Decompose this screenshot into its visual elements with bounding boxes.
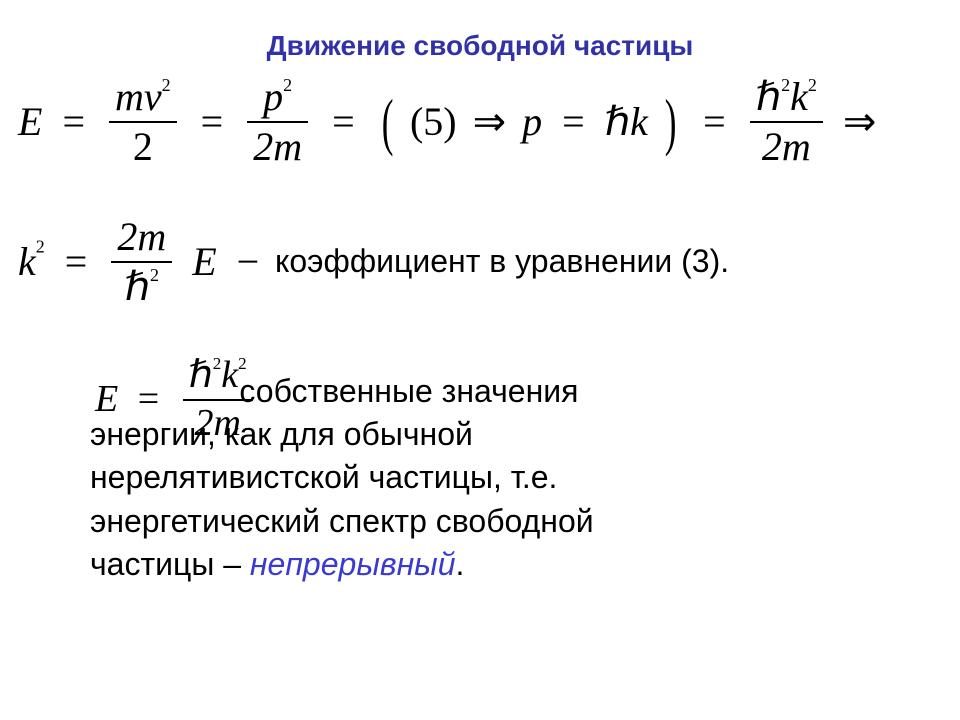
sup-2: 2 (283, 75, 292, 95)
arrow-implies: ⇒ (467, 100, 513, 144)
op-eq: = (52, 100, 95, 144)
op-eq: = (55, 240, 98, 284)
sym-hbar: ℏ (125, 264, 150, 309)
para-line1: собственные значения (239, 373, 578, 409)
sym-hbar: ℏ (756, 74, 781, 119)
frac-p2-2m: p2 2m (247, 75, 308, 169)
op-minus: − (227, 240, 270, 284)
den-2m: 2m (750, 123, 823, 169)
slide: Движение свободной частицы E = mv2 2 = p… (0, 0, 960, 720)
sym-hbar: ℏ (605, 100, 630, 144)
para-line5a: частицы – (90, 546, 250, 582)
num-2m: 2m (111, 215, 172, 263)
para-line2: энергии, как для обычной (90, 416, 473, 452)
para-line5c: . (456, 546, 465, 582)
frac-2m-hbar2: 2m ℏ2 (111, 215, 172, 309)
op-eq: = (322, 100, 365, 144)
sup-2: 2 (781, 75, 790, 95)
sup-2: 2 (162, 75, 171, 95)
para-highlight: непрерывный (250, 546, 456, 582)
sym-k: k (18, 240, 36, 284)
para-line3: нерелятивистской частицы, т.е. (90, 459, 557, 495)
slide-title: Движение свободной частицы (0, 30, 960, 62)
sup-2: 2 (808, 75, 817, 95)
lparen-big: ( (380, 95, 394, 149)
sym-k: k (630, 100, 648, 144)
sym-p: p (522, 100, 542, 144)
ref-5: (5) (410, 100, 457, 144)
den-2: 2 (109, 123, 177, 169)
op-eq: = (191, 100, 234, 144)
sup-2: 2 (36, 236, 45, 256)
equation-energy-chain: E = mv2 2 = p2 2m = ( (5) ⇒ p = ℏk ) = ℏ… (18, 75, 882, 169)
sym-v: v (144, 74, 162, 119)
sym-E: E (186, 240, 216, 284)
sym-k: k (790, 74, 808, 119)
para-line4: энергетический спектр свободной (90, 503, 594, 539)
paragraph-block: XXXXXXXсобственные значения энергии, как… (90, 370, 870, 586)
sym-m: m (115, 74, 144, 119)
op-eq: = (552, 100, 595, 144)
text-coefficient: коэффициент в уравнении (3). (275, 240, 729, 283)
rparen-big: ) (664, 95, 678, 149)
frac-mv2-2: mv2 2 (109, 75, 177, 169)
sym-E: E (18, 100, 42, 144)
sym-p: p (263, 74, 283, 119)
frac-hbar2k2-2m: ℏ2k2 2m (750, 75, 823, 169)
equation-k2: k2 = 2m ℏ2 E − (18, 215, 269, 309)
op-eq: = (693, 100, 736, 144)
sup-2: 2 (150, 265, 159, 285)
den-2m: 2m (247, 123, 308, 169)
arrow-implies: ⇒ (837, 100, 883, 144)
